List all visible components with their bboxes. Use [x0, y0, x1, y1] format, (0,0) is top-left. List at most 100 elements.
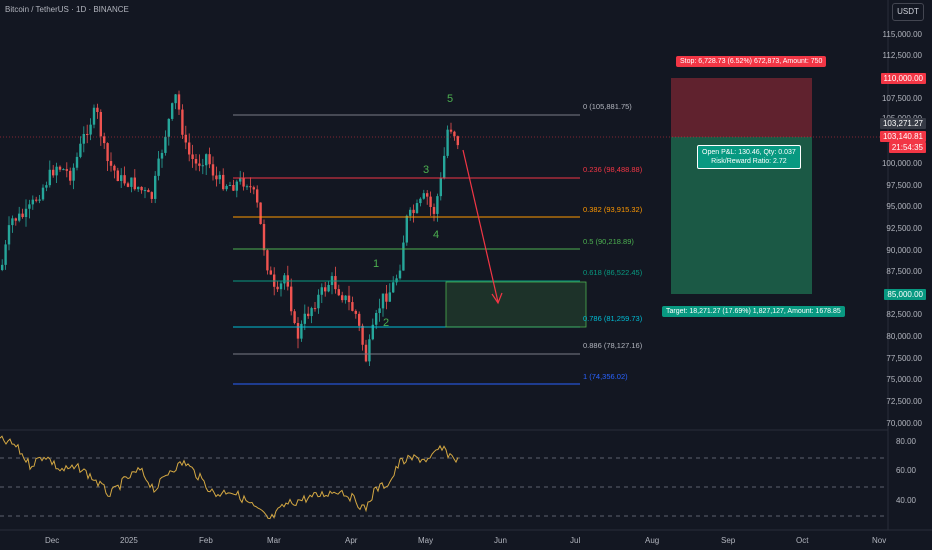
- candle-body: [72, 167, 75, 181]
- candle-body: [232, 184, 235, 191]
- target-price-tag: 85,000.00: [884, 289, 926, 300]
- candle-body: [347, 295, 351, 303]
- price-label: 115,000.00: [882, 30, 922, 39]
- candle-body: [256, 189, 259, 203]
- candle-body: [177, 94, 181, 110]
- countdown-tag: 21:54:35: [888, 142, 926, 153]
- candle-body: [184, 134, 187, 143]
- candle-body: [269, 270, 272, 275]
- candle-body: [327, 285, 330, 292]
- pnl-line-2: Risk/Reward Ratio: 2.72: [711, 158, 787, 165]
- candle-body: [307, 313, 310, 317]
- candle-body: [249, 186, 252, 188]
- candle-body: [143, 190, 147, 192]
- candle-body: [4, 244, 7, 265]
- candle-body: [429, 196, 432, 208]
- time-label: Feb: [199, 536, 213, 545]
- candle-body: [415, 203, 419, 214]
- candle-body: [405, 215, 408, 243]
- candle-body: [344, 295, 347, 301]
- price-label: 75,000.00: [886, 375, 922, 384]
- time-label: Sep: [721, 536, 736, 545]
- candle-body: [453, 131, 456, 137]
- candle-body: [351, 302, 354, 311]
- candle-body: [392, 282, 395, 293]
- candle-body: [41, 187, 45, 200]
- symbol-title[interactable]: Bitcoin / TetherUS · 1D · BINANCE: [5, 5, 129, 14]
- time-label: Jun: [494, 536, 507, 545]
- candle-body: [446, 129, 449, 156]
- price-label: 95,000.00: [886, 202, 922, 211]
- price-label: 112,500.00: [882, 51, 922, 60]
- price-label: 80,000.00: [886, 332, 922, 341]
- rsi-line: [0, 435, 459, 520]
- wave-label-4[interactable]: 4: [433, 229, 440, 241]
- candle-body: [69, 170, 72, 181]
- candle-body: [137, 186, 140, 190]
- time-label: Dec: [45, 536, 60, 545]
- price-label: 82,500.00: [886, 310, 922, 319]
- candle-body: [24, 208, 28, 218]
- candle-body: [310, 308, 313, 317]
- candle-body: [412, 209, 415, 214]
- price-label: 87,500.00: [886, 267, 922, 276]
- candle-body: [426, 193, 429, 197]
- candle-body: [279, 283, 283, 290]
- candle-body: [324, 287, 327, 292]
- candle-body: [52, 169, 55, 176]
- fibonacci-retracement[interactable]: [233, 114, 580, 385]
- candle-body: [92, 107, 96, 125]
- price-label: 107,500.00: [881, 94, 922, 103]
- candle-body: [120, 175, 123, 182]
- candle-body: [439, 178, 442, 197]
- candle-body: [398, 270, 402, 279]
- position-target-label[interactable]: Target: 18,271.27 (17.69%) 1,827,127, Am…: [662, 306, 845, 317]
- time-label: Apr: [345, 536, 358, 545]
- candle-body: [300, 323, 303, 339]
- candle-body: [116, 170, 119, 182]
- projection-arrow[interactable]: [462, 149, 503, 305]
- candle-body: [337, 289, 340, 296]
- candle-body: [422, 193, 425, 199]
- target-zone-box: [445, 281, 587, 328]
- price-label: 72,500.00: [886, 397, 922, 406]
- candle-body: [167, 118, 170, 137]
- candle-body: [109, 161, 113, 166]
- candle-body: [419, 198, 422, 204]
- rsi-label-40: 40.00: [895, 496, 916, 505]
- candle-body: [225, 185, 228, 190]
- candle-body: [276, 286, 279, 290]
- candle-body: [358, 313, 361, 326]
- candle-body: [303, 313, 306, 324]
- pnl-line-1: Open P&L: 130.46, Qty: 0.037: [702, 149, 796, 156]
- candle-body: [198, 163, 201, 166]
- price-label: 97,500.00: [886, 181, 922, 190]
- candle-body: [290, 286, 293, 312]
- candle-body: [266, 250, 269, 271]
- candle-body: [242, 178, 245, 187]
- candle-body: [208, 154, 211, 165]
- stop-price-tag: 110,000.00: [880, 73, 926, 84]
- position-stop-label[interactable]: Stop: 6,728.73 (6.52%) 672,873, Amount: …: [676, 56, 827, 67]
- wave-label-2[interactable]: 2: [383, 317, 390, 329]
- candle-body: [388, 292, 391, 302]
- candle-body: [18, 213, 21, 221]
- position-pnl-label[interactable]: Open P&L: 130.46, Qty: 0.037 Risk/Reward…: [697, 145, 801, 169]
- candle-body: [371, 324, 374, 340]
- price-label: 90,000.00: [886, 246, 922, 255]
- currency-button[interactable]: USDT: [892, 3, 924, 21]
- candle-body: [378, 308, 381, 313]
- wave-label-1[interactable]: 1: [373, 258, 380, 270]
- wave-label-5[interactable]: 5: [447, 93, 454, 105]
- candle-body: [456, 136, 459, 146]
- fib-label-0: 0 (105,881.75): [583, 102, 632, 111]
- candle-body: [449, 129, 453, 132]
- candle-body: [96, 107, 99, 113]
- candle-body: [341, 295, 344, 301]
- candle-body: [283, 275, 286, 284]
- time-label: Jul: [570, 536, 581, 545]
- candle-body: [55, 166, 58, 176]
- candle-body: [235, 181, 238, 191]
- wave-label-3[interactable]: 3: [423, 164, 430, 176]
